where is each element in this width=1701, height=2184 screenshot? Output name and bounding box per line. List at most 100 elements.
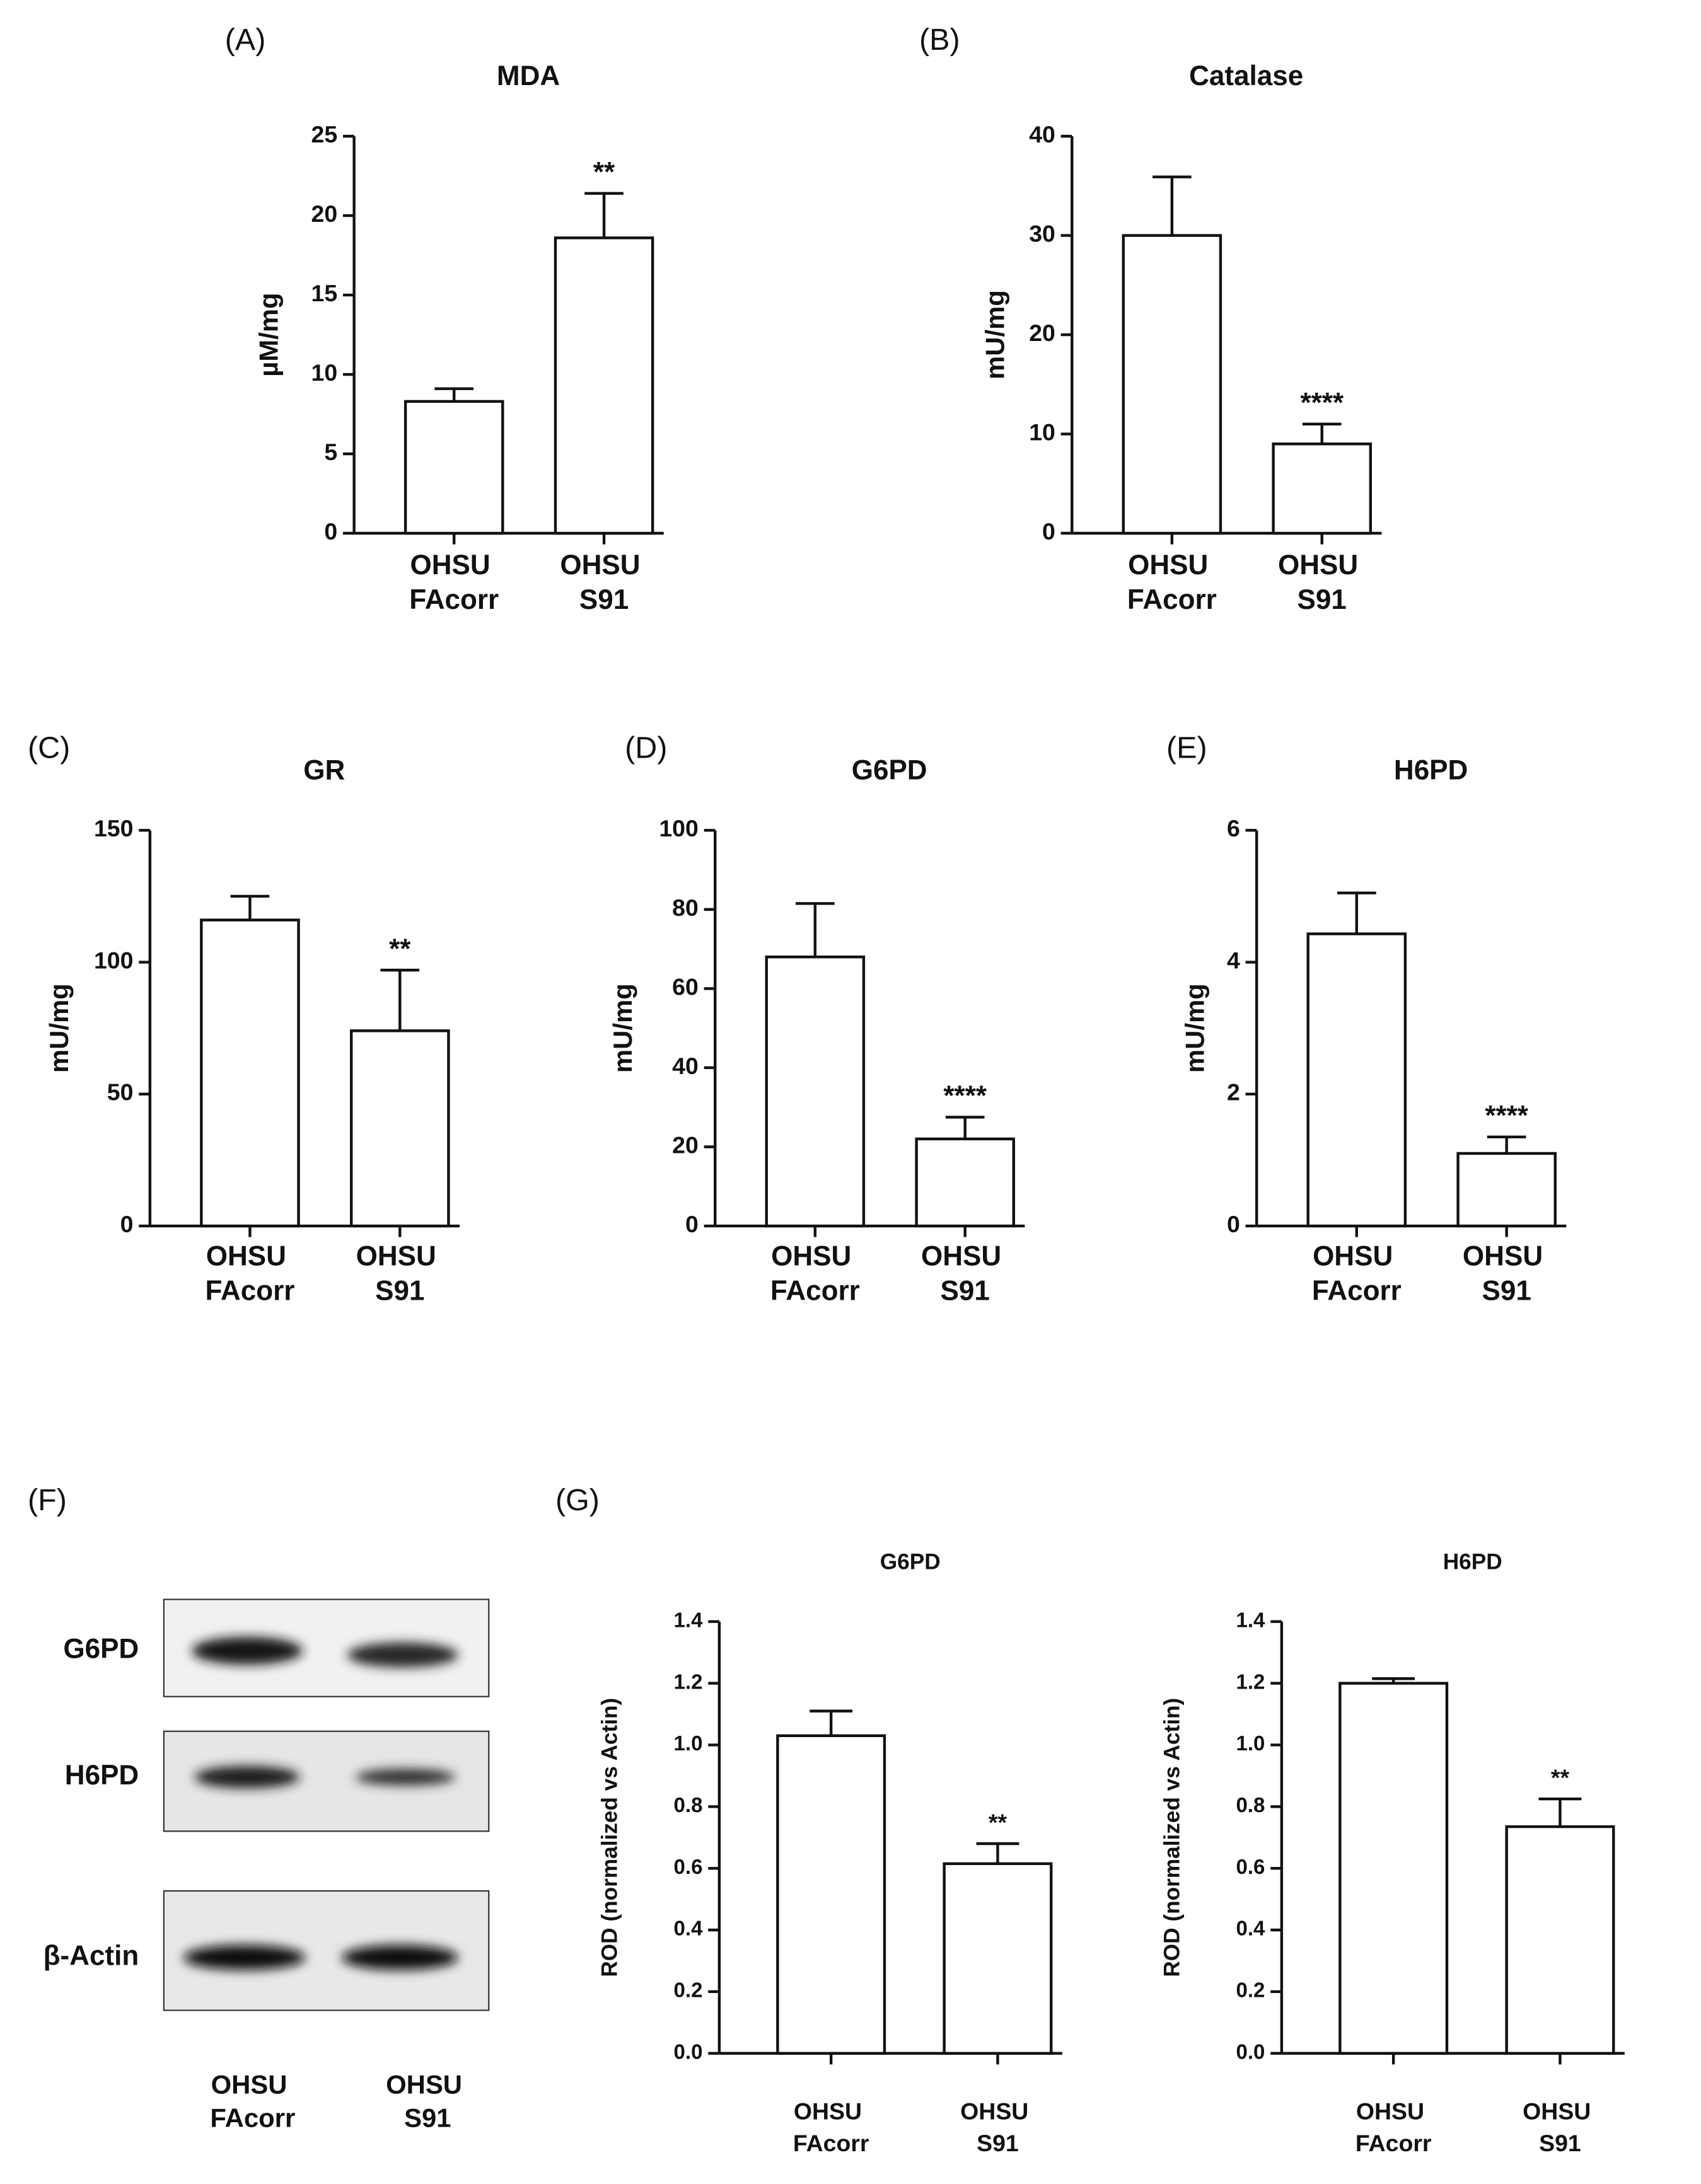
- y-tick-label: 0.6: [674, 1855, 703, 1878]
- y-tick-label: 0.8: [674, 1793, 703, 1817]
- x-tick-label: OHSU S91: [356, 1240, 444, 1306]
- y-tick-label: 1.2: [674, 1670, 703, 1693]
- y-axis-label: mU/mg: [44, 983, 74, 1073]
- bar: [1272, 442, 1373, 535]
- error-bar: [1538, 1797, 1582, 1827]
- y-axis-label: mU/mg: [608, 983, 637, 1073]
- y-tick-label: 0: [324, 518, 337, 545]
- y-tick-label: 2: [1227, 1079, 1240, 1106]
- x-tick-label: OHSU S91: [1463, 1240, 1550, 1306]
- y-tick-label: 100: [659, 815, 698, 841]
- y-tick-label: 150: [94, 815, 133, 841]
- y-axis-label: µM/mg: [254, 292, 284, 376]
- y-tick-label: 0.4: [674, 1917, 704, 1940]
- y-tick-label: 1.0: [674, 1731, 703, 1755]
- band: [347, 1642, 458, 1668]
- x-tick-label: OHSU S91: [1278, 550, 1366, 615]
- bar: [1306, 932, 1407, 1228]
- band-label: β-Actin: [44, 1940, 139, 1971]
- panel-label: (C): [28, 731, 70, 765]
- bar: [943, 1862, 1053, 2055]
- error-bar: [796, 902, 835, 957]
- y-tick-label: 30: [1029, 220, 1055, 246]
- chart-title: G6PD: [852, 754, 927, 785]
- y-tick-label: 25: [311, 121, 338, 147]
- x-tick-label: OHSU FAcorr: [1127, 550, 1217, 615]
- y-axis-label: mU/mg: [980, 290, 1009, 379]
- chart-title: GR: [303, 754, 345, 785]
- lane-label: OHSU S91: [386, 2070, 469, 2133]
- y-tick-label: 60: [672, 973, 699, 1000]
- x-tick-label: OHSU S91: [960, 2098, 1035, 2156]
- y-axis-label: ROD (normalized vs Actin): [1159, 1698, 1184, 1977]
- chart-title: Catalase: [1189, 61, 1303, 91]
- y-tick-label: 10: [1029, 419, 1055, 445]
- chart-title: MDA: [497, 61, 560, 91]
- panel-label: (G): [555, 1483, 600, 1517]
- bar: [350, 1029, 450, 1228]
- bar: [200, 918, 300, 1228]
- error-bar: [230, 894, 270, 920]
- significance: ****: [943, 1080, 987, 1111]
- y-tick-label: 40: [1029, 121, 1055, 147]
- chart: (A) MDA µM/mg 0 5 10 15 20 25 OHSU FAcorr ** OHSU S…: [225, 23, 664, 615]
- bar: [403, 400, 504, 535]
- chart: (E) H6PD mU/mg 0 2 4 6 OHSU FAcorr **** OHSU S91: [1166, 731, 1567, 1306]
- error-bar: [976, 1842, 1019, 1864]
- error-bar: [1302, 422, 1342, 444]
- y-tick-label: 4: [1227, 947, 1240, 973]
- chart: (D) G6PD mU/mg 0 20 40 60 80 100 OHSU FAcorr **** O…: [608, 731, 1025, 1306]
- x-tick-label: OHSU S91: [1523, 2098, 1598, 2156]
- x-tick-label: OHSU S91: [921, 1240, 1009, 1306]
- panel-label: (D): [625, 731, 667, 765]
- y-tick-label: 1.4: [674, 1608, 704, 1631]
- y-tick-label: 50: [107, 1079, 134, 1106]
- y-tick-label: 10: [311, 359, 338, 386]
- bar: [1338, 1682, 1449, 2055]
- y-tick-label: 0: [685, 1211, 699, 1237]
- western-blot: (F) G6PD H6PD β-Actin OHSU FAcorr OHSU S91: [28, 1483, 490, 2133]
- error-bar: [434, 387, 474, 402]
- y-tick-label: 1.2: [1236, 1670, 1265, 1693]
- panel-label: (A): [225, 23, 266, 57]
- y-tick-label: 0.2: [1236, 1979, 1265, 2002]
- y-tick-label: 0.0: [674, 2040, 703, 2063]
- error-bar: [380, 968, 420, 1031]
- error-bar: [1152, 175, 1192, 236]
- bar: [765, 955, 866, 1228]
- chart-title: G6PD: [880, 1550, 941, 1574]
- lane-label: OHSU FAcorr: [210, 2070, 295, 2133]
- x-tick-label: OHSU FAcorr: [409, 550, 499, 615]
- x-tick-label: OHSU FAcorr: [205, 1240, 294, 1306]
- y-tick-label: 20: [1029, 320, 1055, 346]
- bar: [1122, 234, 1222, 535]
- significance: **: [989, 1809, 1007, 1835]
- significance: ****: [1300, 388, 1344, 419]
- error-bar: [1487, 1135, 1526, 1153]
- significance: **: [389, 933, 411, 964]
- error-bar: [810, 1709, 853, 1736]
- y-tick-label: 0: [1042, 518, 1055, 545]
- chart-title: H6PD: [1394, 754, 1468, 785]
- significance: **: [593, 157, 615, 188]
- band-label: H6PD: [65, 1760, 139, 1791]
- x-tick-label: OHSU FAcorr: [793, 2098, 869, 2156]
- significance: ****: [1485, 1101, 1528, 1131]
- x-tick-label: OHSU FAcorr: [1356, 2098, 1432, 2156]
- chart: (C) GR mU/mg 0 50 100 150 OHSU FAcorr ** OHSU S91: [28, 731, 460, 1306]
- y-tick-label: 1.4: [1236, 1608, 1266, 1631]
- x-tick-label: OHSU FAcorr: [770, 1240, 860, 1306]
- error-bar: [945, 1116, 985, 1139]
- chart: (G) G6PD ROD (normalized vs Actin) 0.0 0.2 0.…: [555, 1483, 1062, 2156]
- y-tick-label: 6: [1227, 815, 1240, 841]
- y-tick-label: 40: [672, 1053, 699, 1079]
- y-tick-label: 1.0: [1236, 1731, 1265, 1755]
- chart-title: H6PD: [1443, 1550, 1502, 1574]
- error-bar: [1337, 891, 1376, 934]
- significance: **: [1551, 1764, 1570, 1791]
- panel-label: (B): [919, 23, 960, 57]
- bar: [1456, 1152, 1557, 1228]
- y-axis-label: mU/mg: [1180, 983, 1210, 1073]
- panel-label: (F): [28, 1483, 67, 1517]
